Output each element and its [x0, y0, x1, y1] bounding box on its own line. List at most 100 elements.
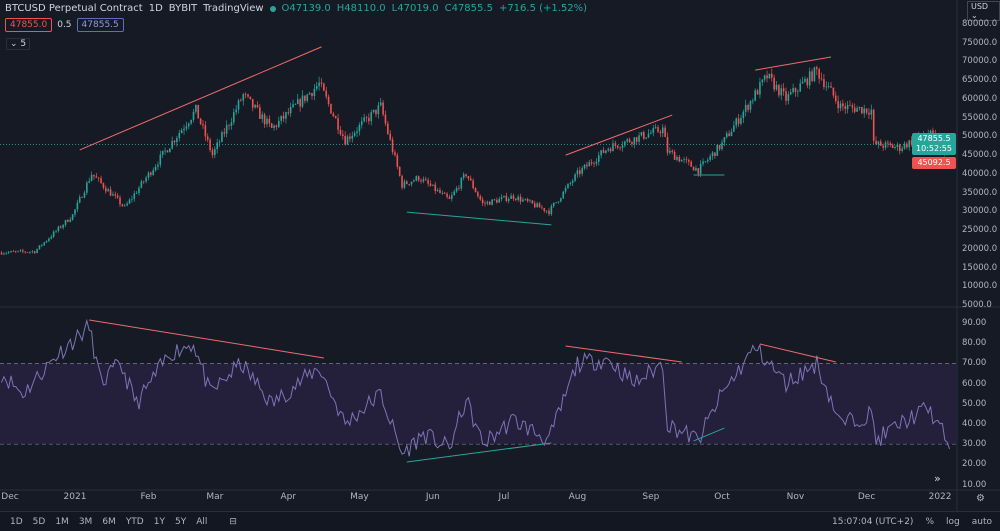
- candle-body: [600, 150, 602, 156]
- candle-body: [571, 180, 574, 183]
- candle-body: [742, 111, 745, 119]
- candle-body: [493, 199, 496, 201]
- candle-body: [842, 103, 844, 107]
- candle-body: [901, 148, 903, 151]
- candle-body: [121, 204, 124, 206]
- candle-body: [273, 125, 275, 128]
- candle-body: [498, 199, 501, 203]
- candle-body: [794, 88, 797, 92]
- candle-body: [891, 144, 894, 148]
- candle-body: [180, 130, 183, 134]
- candle-body: [145, 177, 147, 182]
- candle-body: [507, 198, 510, 201]
- candle-body: [647, 133, 650, 138]
- scroll-to-realtime-icon[interactable]: »: [934, 472, 941, 485]
- candle-body: [209, 139, 211, 151]
- range-5y[interactable]: 5Y: [174, 516, 187, 527]
- candle-body: [657, 127, 659, 132]
- candle-body: [699, 163, 702, 174]
- candle-body: [178, 133, 181, 138]
- candle-body: [240, 100, 242, 102]
- candle-body: [294, 104, 297, 105]
- rsi-tick: 30.00: [962, 439, 987, 450]
- range-6m[interactable]: 6M: [102, 516, 116, 527]
- candle-body: [173, 140, 176, 143]
- ohlc-open: O47139.0: [281, 3, 331, 14]
- candle-body: [524, 198, 527, 200]
- candle-body: [593, 163, 595, 165]
- settings-gear-icon[interactable]: ⚙: [976, 493, 985, 504]
- candle-body: [268, 118, 271, 124]
- range-1y[interactable]: 1Y: [153, 516, 165, 527]
- candle-body: [339, 129, 342, 135]
- candle-body: [235, 109, 237, 113]
- symbol-name[interactable]: BTCUSD Perpetual Contract: [5, 3, 143, 14]
- range-ytd[interactable]: YTD: [125, 516, 144, 527]
- candle-body: [76, 202, 79, 210]
- candle-body: [872, 109, 875, 141]
- range-3m[interactable]: 3M: [78, 516, 93, 527]
- date-range-icon[interactable]: ⊟: [229, 516, 237, 527]
- candle-body: [441, 192, 444, 194]
- candle-body: [541, 207, 543, 209]
- sell-button[interactable]: 47855.0: [5, 18, 53, 32]
- candle-body: [754, 90, 756, 101]
- candle-body: [811, 71, 813, 81]
- candle-body: [564, 188, 567, 192]
- buy-button[interactable]: 47855.5: [76, 18, 124, 32]
- candle-body: [614, 143, 617, 146]
- candle-body: [730, 131, 733, 137]
- candle-body: [579, 170, 581, 174]
- candle-body: [57, 226, 60, 231]
- candle-body: [531, 200, 534, 204]
- indicators-toggle[interactable]: ⌄ 5: [6, 38, 31, 50]
- candle-body: [410, 181, 413, 185]
- candle-body: [820, 78, 823, 80]
- candle-body: [834, 95, 837, 101]
- candle-body: [467, 176, 470, 179]
- candle-body: [424, 179, 427, 181]
- price-tick: 60000.0: [962, 93, 998, 104]
- rsi-trendline: [759, 343, 836, 363]
- range-all[interactable]: All: [196, 516, 208, 527]
- candle-body: [304, 95, 306, 101]
- candle-body: [799, 83, 802, 92]
- candle-body: [90, 174, 93, 181]
- candle-body: [228, 125, 230, 126]
- time-tick: Nov: [786, 492, 805, 502]
- candle-body: [358, 124, 361, 132]
- candle-body: [607, 148, 610, 151]
- candle-body: [737, 118, 740, 124]
- candle-body: [735, 118, 738, 126]
- rsi-band: [0, 363, 957, 445]
- candle-body: [14, 251, 17, 253]
- candle-body: [597, 155, 600, 162]
- price-tick: 10000.0: [962, 281, 998, 292]
- rsi-tick: 40.00: [962, 419, 987, 429]
- time-tick: Apr: [280, 492, 297, 502]
- candle-body: [263, 114, 266, 125]
- candle-body: [187, 123, 190, 127]
- time-tick: May: [350, 492, 369, 502]
- candle-body: [818, 69, 820, 79]
- clock[interactable]: 15:07:04 (UTC+2): [832, 516, 914, 527]
- range-1d[interactable]: 1D: [10, 516, 23, 527]
- candle-body: [157, 164, 159, 167]
- range-1m[interactable]: 1M: [55, 516, 69, 527]
- currency-select[interactable]: USD ⌄: [967, 1, 1000, 21]
- candle-body: [3, 253, 5, 255]
- log-toggle[interactable]: log: [946, 516, 960, 527]
- candle-body: [626, 139, 629, 142]
- candle-body: [832, 87, 835, 96]
- market-open-icon: [269, 5, 276, 12]
- candle-body: [906, 143, 908, 148]
- candle-body: [780, 88, 783, 96]
- candle-body: [406, 181, 408, 185]
- percent-toggle[interactable]: %: [925, 516, 934, 527]
- candle-body: [562, 191, 565, 199]
- candle-body: [259, 107, 261, 119]
- auto-toggle[interactable]: auto: [971, 516, 992, 527]
- range-5d[interactable]: 5D: [32, 516, 46, 527]
- candle-body: [853, 107, 856, 112]
